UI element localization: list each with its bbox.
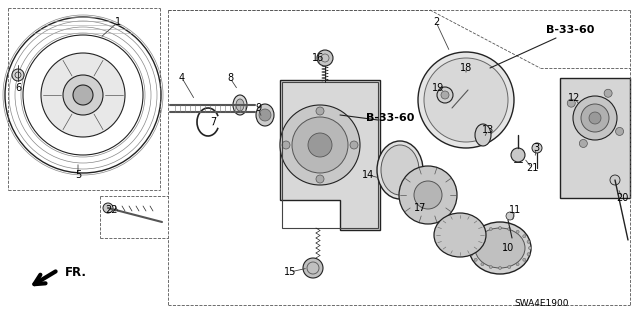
- Circle shape: [308, 133, 332, 157]
- Circle shape: [579, 139, 588, 147]
- Text: 2: 2: [433, 17, 439, 27]
- Circle shape: [506, 212, 514, 220]
- Circle shape: [523, 235, 526, 238]
- Ellipse shape: [399, 166, 457, 224]
- Text: 8: 8: [227, 73, 233, 83]
- Circle shape: [567, 99, 575, 107]
- Text: 7: 7: [210, 117, 216, 127]
- Text: 11: 11: [509, 205, 521, 215]
- Ellipse shape: [233, 95, 247, 115]
- Ellipse shape: [434, 213, 486, 257]
- Text: 17: 17: [414, 203, 426, 213]
- Circle shape: [468, 247, 472, 249]
- Text: 18: 18: [460, 63, 472, 73]
- Circle shape: [499, 266, 502, 270]
- Circle shape: [489, 265, 492, 269]
- Circle shape: [474, 258, 477, 261]
- Text: 10: 10: [502, 243, 514, 253]
- Circle shape: [508, 265, 511, 269]
- Ellipse shape: [381, 145, 419, 195]
- Circle shape: [414, 181, 442, 209]
- Circle shape: [527, 240, 530, 243]
- Circle shape: [316, 175, 324, 183]
- Text: 15: 15: [284, 267, 296, 277]
- Circle shape: [470, 240, 473, 243]
- Circle shape: [441, 91, 449, 99]
- Circle shape: [350, 141, 358, 149]
- Text: 5: 5: [75, 170, 81, 180]
- Circle shape: [573, 96, 617, 140]
- Ellipse shape: [236, 99, 244, 111]
- Circle shape: [489, 227, 492, 231]
- Text: 20: 20: [616, 193, 628, 203]
- Circle shape: [508, 227, 511, 231]
- Ellipse shape: [475, 124, 491, 146]
- Circle shape: [103, 203, 113, 213]
- Bar: [282, 82, 378, 228]
- Circle shape: [437, 87, 453, 103]
- Bar: [560, 78, 630, 198]
- Text: 16: 16: [312, 53, 324, 63]
- Circle shape: [523, 258, 526, 261]
- Ellipse shape: [469, 222, 531, 274]
- Circle shape: [316, 107, 324, 115]
- Circle shape: [604, 89, 612, 97]
- Circle shape: [280, 105, 360, 185]
- Text: 12: 12: [568, 93, 580, 103]
- Text: SWA4E1900: SWA4E1900: [515, 299, 569, 308]
- Circle shape: [303, 258, 323, 278]
- Circle shape: [292, 117, 348, 173]
- Ellipse shape: [256, 104, 274, 126]
- Circle shape: [12, 69, 24, 81]
- Ellipse shape: [475, 228, 525, 268]
- Text: B-33-60: B-33-60: [546, 25, 594, 35]
- Circle shape: [516, 230, 519, 233]
- Ellipse shape: [377, 141, 423, 199]
- Circle shape: [511, 148, 525, 162]
- Circle shape: [610, 175, 620, 185]
- Text: 22: 22: [106, 205, 118, 215]
- Text: 4: 4: [179, 73, 185, 83]
- Circle shape: [516, 263, 519, 266]
- Circle shape: [581, 104, 609, 132]
- Circle shape: [527, 253, 530, 256]
- Circle shape: [418, 52, 514, 148]
- Text: 1: 1: [115, 17, 121, 27]
- Text: 6: 6: [15, 83, 21, 93]
- Circle shape: [616, 127, 623, 136]
- Circle shape: [474, 235, 477, 238]
- Circle shape: [63, 75, 103, 115]
- Text: B-33-60: B-33-60: [366, 113, 414, 123]
- Text: FR.: FR.: [65, 265, 87, 278]
- Circle shape: [424, 58, 508, 142]
- Circle shape: [470, 253, 473, 256]
- Polygon shape: [280, 80, 380, 230]
- Circle shape: [532, 143, 542, 153]
- Text: 21: 21: [526, 163, 538, 173]
- Circle shape: [73, 85, 93, 105]
- Circle shape: [481, 263, 484, 266]
- Text: 13: 13: [482, 125, 494, 135]
- Circle shape: [282, 141, 290, 149]
- Text: 14: 14: [362, 170, 374, 180]
- Circle shape: [259, 109, 271, 121]
- Circle shape: [589, 112, 601, 124]
- Text: 9: 9: [255, 103, 261, 113]
- Circle shape: [481, 230, 484, 233]
- Circle shape: [317, 50, 333, 66]
- Text: 19: 19: [432, 83, 444, 93]
- Text: 3: 3: [533, 143, 539, 153]
- Circle shape: [41, 53, 125, 137]
- Circle shape: [499, 226, 502, 229]
- Circle shape: [529, 247, 531, 249]
